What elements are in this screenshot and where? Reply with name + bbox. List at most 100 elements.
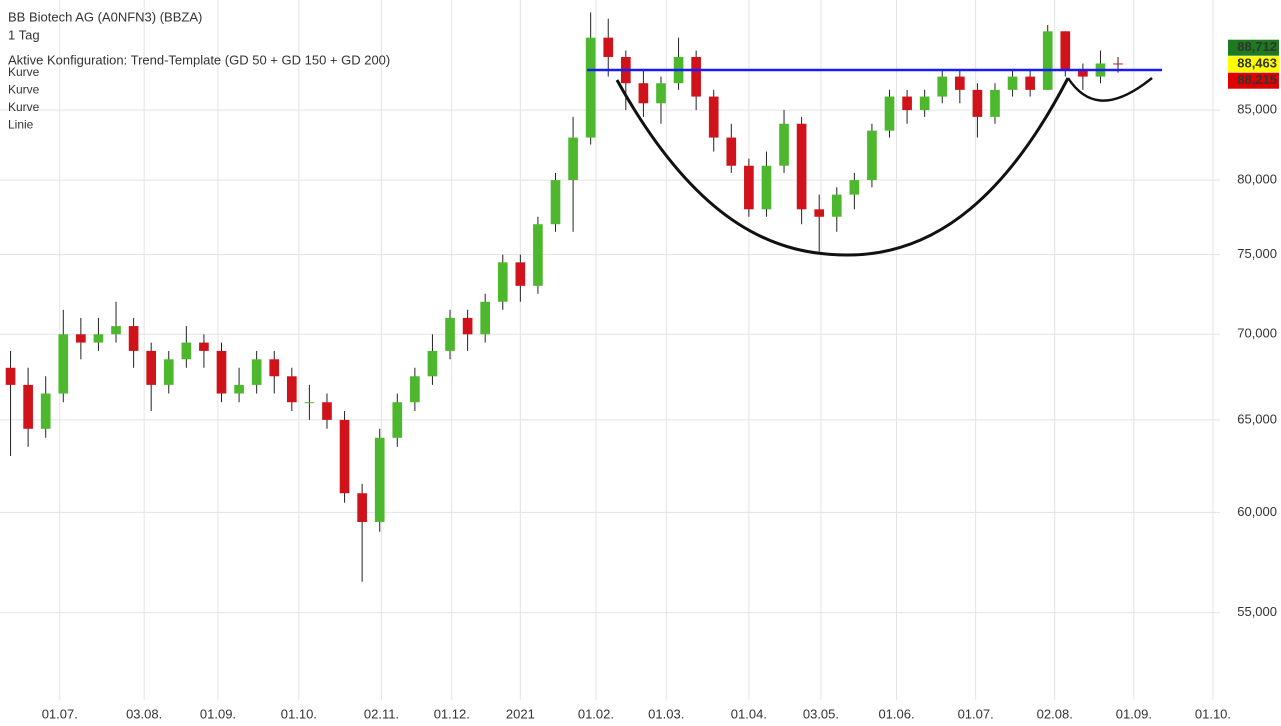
candle-body — [1113, 63, 1123, 65]
candle-body — [1007, 76, 1018, 90]
y-tick-label: 85,000 — [1237, 102, 1277, 117]
candle-body — [374, 437, 385, 522]
chart-title: BB Biotech AG (A0NFN3) (BBZA) — [8, 9, 202, 24]
candle-body — [462, 317, 473, 335]
candle-body — [515, 262, 526, 286]
candle-body — [638, 83, 649, 104]
x-tick-label: 03.05. — [803, 706, 839, 721]
candle-body — [919, 96, 930, 111]
x-tick-label: 01.09. — [1116, 706, 1152, 721]
legend-entry: Linie — [8, 118, 34, 132]
candle-body — [146, 350, 157, 385]
candle-body — [216, 350, 227, 394]
candle-body — [585, 37, 596, 138]
candle-body — [1078, 70, 1088, 77]
candle-body — [726, 137, 737, 166]
candles — [5, 12, 1123, 582]
candle-body — [128, 326, 139, 351]
candle-body — [480, 301, 491, 335]
x-tick-label: 2021 — [506, 706, 535, 721]
price-tag-label: 88,215 — [1237, 72, 1277, 87]
x-tick-label: 01.07. — [958, 706, 994, 721]
candle-body — [445, 317, 455, 351]
candle-body — [93, 334, 104, 343]
x-tick-label: 01.02. — [578, 706, 614, 721]
candle-body — [972, 89, 983, 117]
candle-body — [357, 493, 367, 522]
y-tick-label: 80,000 — [1237, 172, 1277, 187]
y-tick-label: 60,000 — [1237, 504, 1277, 519]
x-tick-label: 01.04. — [731, 706, 767, 721]
legend-entry: Kurve — [8, 100, 40, 114]
price-tag — [1228, 56, 1279, 73]
candle-body — [199, 342, 209, 351]
candle-body — [23, 384, 33, 429]
candle-body — [427, 350, 438, 377]
candle-body — [603, 37, 614, 57]
x-tick-label: 01.03. — [648, 706, 684, 721]
x-tick-label: 03.08. — [126, 706, 162, 721]
candle-body — [990, 89, 1000, 117]
x-tick-label: 01.07. — [42, 706, 78, 721]
candle-body — [40, 393, 51, 429]
candle-body — [322, 402, 332, 420]
candle-body — [497, 262, 508, 302]
config-label: Aktive Konfiguration: Trend-Template (GD… — [8, 52, 390, 67]
price-tag-label: 88,712 — [1237, 39, 1277, 54]
candle-body — [831, 194, 842, 217]
candle-body — [533, 224, 543, 286]
candle-body — [1042, 31, 1053, 90]
candle-body — [691, 56, 701, 97]
candle-body — [1060, 31, 1071, 71]
legend-entry: Kurve — [8, 65, 40, 79]
x-tick-label: 01.12. — [434, 706, 470, 721]
candle-body — [339, 419, 350, 494]
cup-curve — [615, 77, 1070, 257]
price-tag-label: 88,463 — [1237, 56, 1277, 71]
candle-body — [111, 326, 121, 335]
x-tick-label: 01.10. — [1195, 706, 1231, 721]
handle-curve — [1066, 77, 1153, 102]
x-tick-label: 02.08. — [1037, 706, 1073, 721]
y-tick-label: 70,000 — [1237, 326, 1277, 341]
candle-body — [286, 376, 297, 403]
candle-body — [392, 402, 403, 438]
candle-body — [58, 334, 69, 394]
candle-body — [5, 367, 16, 385]
candle-body — [550, 180, 561, 225]
candle-body — [937, 76, 948, 97]
candle-body — [761, 165, 772, 210]
candle-body — [796, 123, 807, 210]
price-tag — [1228, 39, 1279, 56]
candle-body — [954, 76, 965, 90]
chart-subtitle: 1 Tag — [8, 27, 40, 42]
candle-body — [867, 130, 877, 181]
candle-body — [814, 209, 825, 217]
candle-body — [568, 137, 578, 181]
y-tick-label: 65,000 — [1237, 411, 1277, 426]
y-tick-label: 75,000 — [1237, 246, 1277, 261]
price-tag — [1228, 72, 1279, 89]
x-tick-label: 02.11. — [364, 706, 399, 721]
candle-body — [849, 180, 860, 195]
x-tick-label: 01.06. — [878, 706, 914, 721]
candle-body — [779, 123, 789, 166]
x-tick-label: 01.09. — [200, 706, 236, 721]
y-tick-label: 55,000 — [1237, 604, 1277, 619]
candle-body — [656, 83, 666, 104]
candle-body — [410, 376, 420, 403]
candle-body — [744, 165, 754, 210]
legend-entry: Kurve — [8, 83, 40, 97]
candle-body — [234, 384, 244, 394]
candle-body — [884, 96, 895, 131]
candle-body — [251, 359, 262, 385]
candle-body — [708, 96, 719, 138]
candle-body — [163, 359, 174, 385]
candle-body — [269, 359, 280, 377]
candle-body — [304, 402, 315, 404]
x-tick-label: 01.10. — [281, 706, 317, 721]
